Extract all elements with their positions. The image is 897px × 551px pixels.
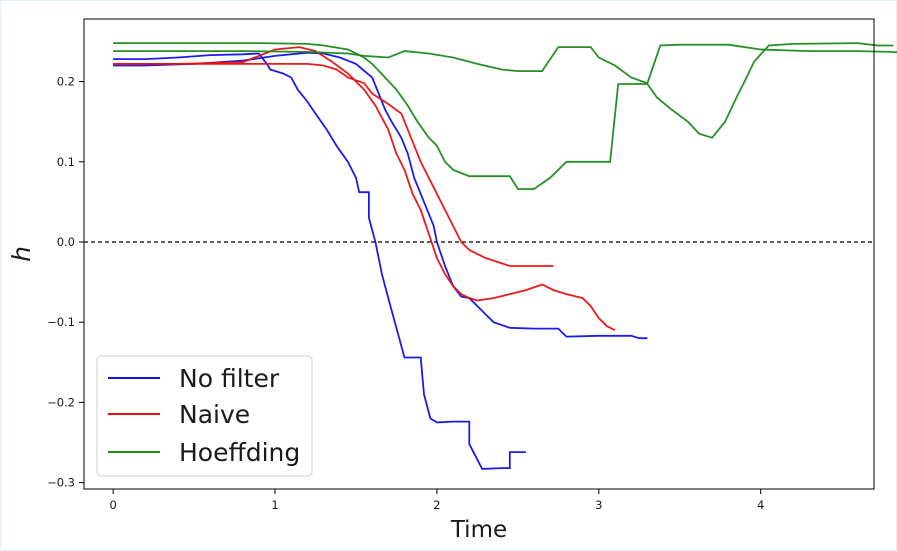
x-tick-label: 3 <box>595 498 602 512</box>
x-axis-title: Time <box>450 517 507 543</box>
plot-frame <box>83 18 875 490</box>
x-tick-label: 1 <box>271 498 278 512</box>
y-tick-label: 0.1 <box>57 155 75 169</box>
series-line-hoeffding-5 <box>113 43 897 85</box>
legend-label-naive: Naive <box>179 400 250 429</box>
y-tick-label: −0.1 <box>47 315 75 329</box>
y-tick-label: −0.3 <box>47 476 75 490</box>
legend-label-hoeffding: Hoeffding <box>179 438 300 467</box>
series-layer <box>113 42 897 470</box>
x-axis-ticks: 0 1 2 3 4 <box>109 489 764 512</box>
y-axis-ticks: −0.3 −0.2 −0.1 0.0 0.1 0.2 <box>47 75 84 490</box>
y-tick-label: 0.0 <box>57 235 75 249</box>
series-line-naive-2 <box>113 63 554 267</box>
series-line-naive-3 <box>113 46 616 332</box>
legend-box <box>96 355 313 477</box>
y-tick-label: −0.2 <box>47 395 75 409</box>
legend-label-no-filter: No filter <box>179 364 280 393</box>
y-axis-title: h <box>7 246 36 262</box>
x-tick-label: 2 <box>433 498 440 512</box>
x-tick-label: 0 <box>109 498 116 512</box>
x-tick-label: 4 <box>757 498 764 512</box>
y-tick-label: 0.2 <box>57 75 75 89</box>
legend: No filter Naive Hoeffding <box>96 355 313 477</box>
